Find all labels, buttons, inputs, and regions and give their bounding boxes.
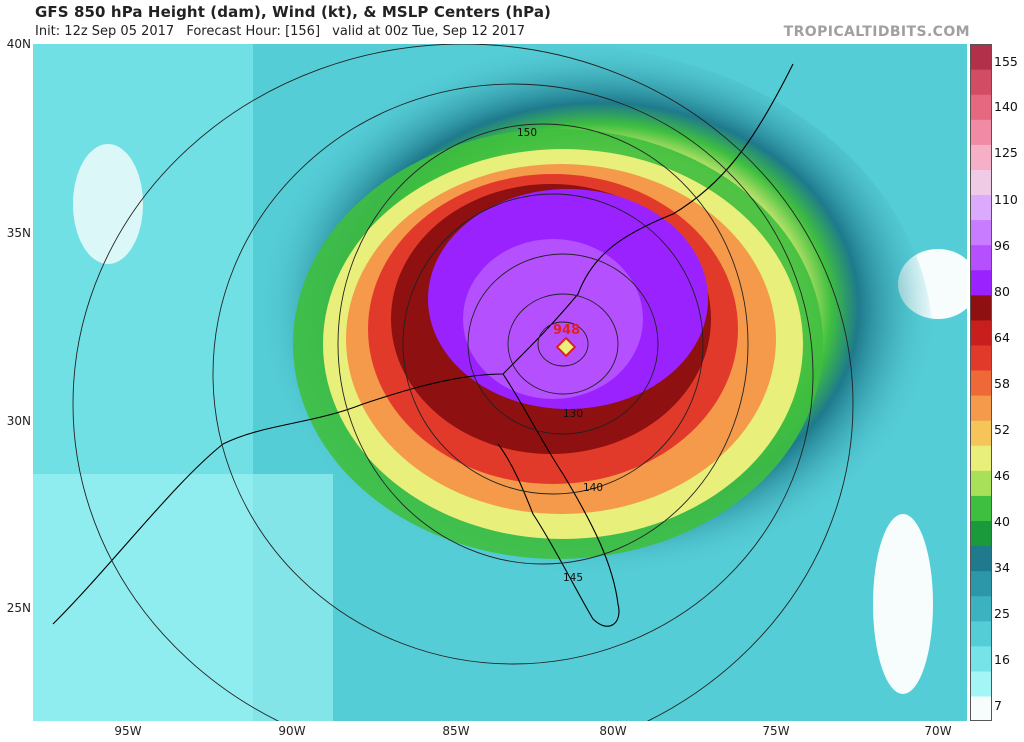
weather-map: 150 130 140 145 948 [33, 44, 967, 721]
init-time: Init: 12z Sep 05 2017 [35, 24, 175, 39]
chart-subtitle: Init: 12z Sep 05 2017 Forecast Hour: [15… [35, 24, 533, 39]
colorbar-label-58: 58 [994, 376, 1010, 391]
colorbar-label-52: 52 [994, 422, 1010, 437]
height-contours [72, 44, 854, 721]
colorbar-segment [970, 369, 992, 396]
colorbar-segment [970, 420, 992, 446]
colorbar-segment [970, 169, 992, 196]
map-florida-outline [497, 373, 620, 627]
colorbar-label-96: 96 [994, 238, 1010, 253]
lat-label-30n: 30N [6, 414, 31, 428]
contour-outer-1 [212, 83, 814, 665]
valid-time: valid at 00z Tue, Sep 12 2017 [332, 24, 525, 39]
colorbar-segment [970, 695, 992, 721]
colorbar-segment [970, 144, 992, 170]
contour-label-130: 130 [563, 408, 583, 420]
map-east-calm-2 [873, 514, 933, 694]
colorbar-label-40: 40 [994, 514, 1010, 529]
contour-inner-3 [467, 253, 659, 435]
lon-label-90w: 90W [278, 724, 306, 738]
colorbar-label-16: 16 [994, 652, 1010, 667]
colorbar-segment [970, 620, 992, 647]
contour-inner-2 [507, 293, 619, 395]
storm-center-marker [555, 336, 577, 358]
lat-label-35n: 35N [6, 226, 31, 240]
colorbar-segment [970, 495, 992, 521]
wind-colorbar [970, 44, 992, 721]
colorbar-segment [970, 670, 992, 697]
contour-inner-1 [537, 321, 589, 367]
colorbar-segment [970, 520, 992, 547]
forecast-hour: Forecast Hour: [156] [186, 24, 321, 39]
contour-label-group: 150 130 140 145 [517, 127, 603, 584]
colorbar-label-80: 80 [994, 284, 1010, 299]
colorbar-label-125: 125 [994, 145, 1018, 160]
colorbar-segment [970, 645, 992, 672]
storm-center: 948 [553, 323, 580, 358]
contour-outer-2 [72, 44, 854, 721]
colorbar-segment [970, 94, 992, 120]
colorbar-segment [970, 395, 992, 421]
brand-watermark: TROPICALTIDBITS.COM [783, 24, 970, 40]
colorbar-segment [970, 219, 992, 246]
map-coastline [52, 63, 794, 625]
colorbar-segment [970, 344, 992, 371]
lon-label-80w: 80W [599, 724, 627, 738]
map-nw-calm [73, 144, 143, 264]
colorbar-segment [970, 269, 992, 296]
lon-label-95w: 95W [114, 724, 142, 738]
lon-label-70w: 70W [924, 724, 952, 738]
colorbar-border [970, 44, 992, 721]
colorbar-label-25: 25 [994, 606, 1010, 621]
colorbar-segment [970, 194, 992, 221]
colorbar-segment [970, 119, 992, 145]
contour-label-140: 140 [583, 482, 603, 494]
colorbar-label-140: 140 [994, 99, 1018, 114]
colorbar-label-34: 34 [994, 560, 1010, 575]
contour-label-145: 145 [563, 572, 583, 584]
colorbar-segment [970, 595, 992, 622]
colorbar-segment [970, 545, 992, 572]
colorbar-label-7: 7 [994, 698, 1002, 713]
storm-pressure-label: 948 [553, 323, 580, 338]
colorbar-segment [970, 244, 992, 271]
map-violet-eye-wall [463, 239, 643, 399]
colorbar-segment [970, 294, 992, 321]
chart-title: GFS 850 hPa Height (dam), Wind (kt), & M… [35, 3, 551, 21]
colorbar-segment [970, 69, 992, 95]
lat-label-25n: 25N [6, 601, 31, 615]
colorbar-label-155: 155 [994, 54, 1018, 69]
colorbar-label-46: 46 [994, 468, 1010, 483]
colorbar-label-110: 110 [994, 192, 1018, 207]
contour-label-150: 150 [517, 127, 537, 139]
contour-mid-1 [402, 193, 704, 495]
colorbar-label-64: 64 [994, 330, 1010, 345]
lat-label-40n: 40N [6, 37, 31, 51]
lon-label-85w: 85W [442, 724, 470, 738]
colorbar-segment [970, 470, 992, 496]
colorbar-segment [970, 44, 992, 70]
contour-mid-2 [337, 123, 749, 565]
colorbar-segment [970, 445, 992, 471]
colorbar-segment [970, 319, 992, 346]
lon-label-75w: 75W [762, 724, 790, 738]
colorbar-segment [970, 570, 992, 597]
